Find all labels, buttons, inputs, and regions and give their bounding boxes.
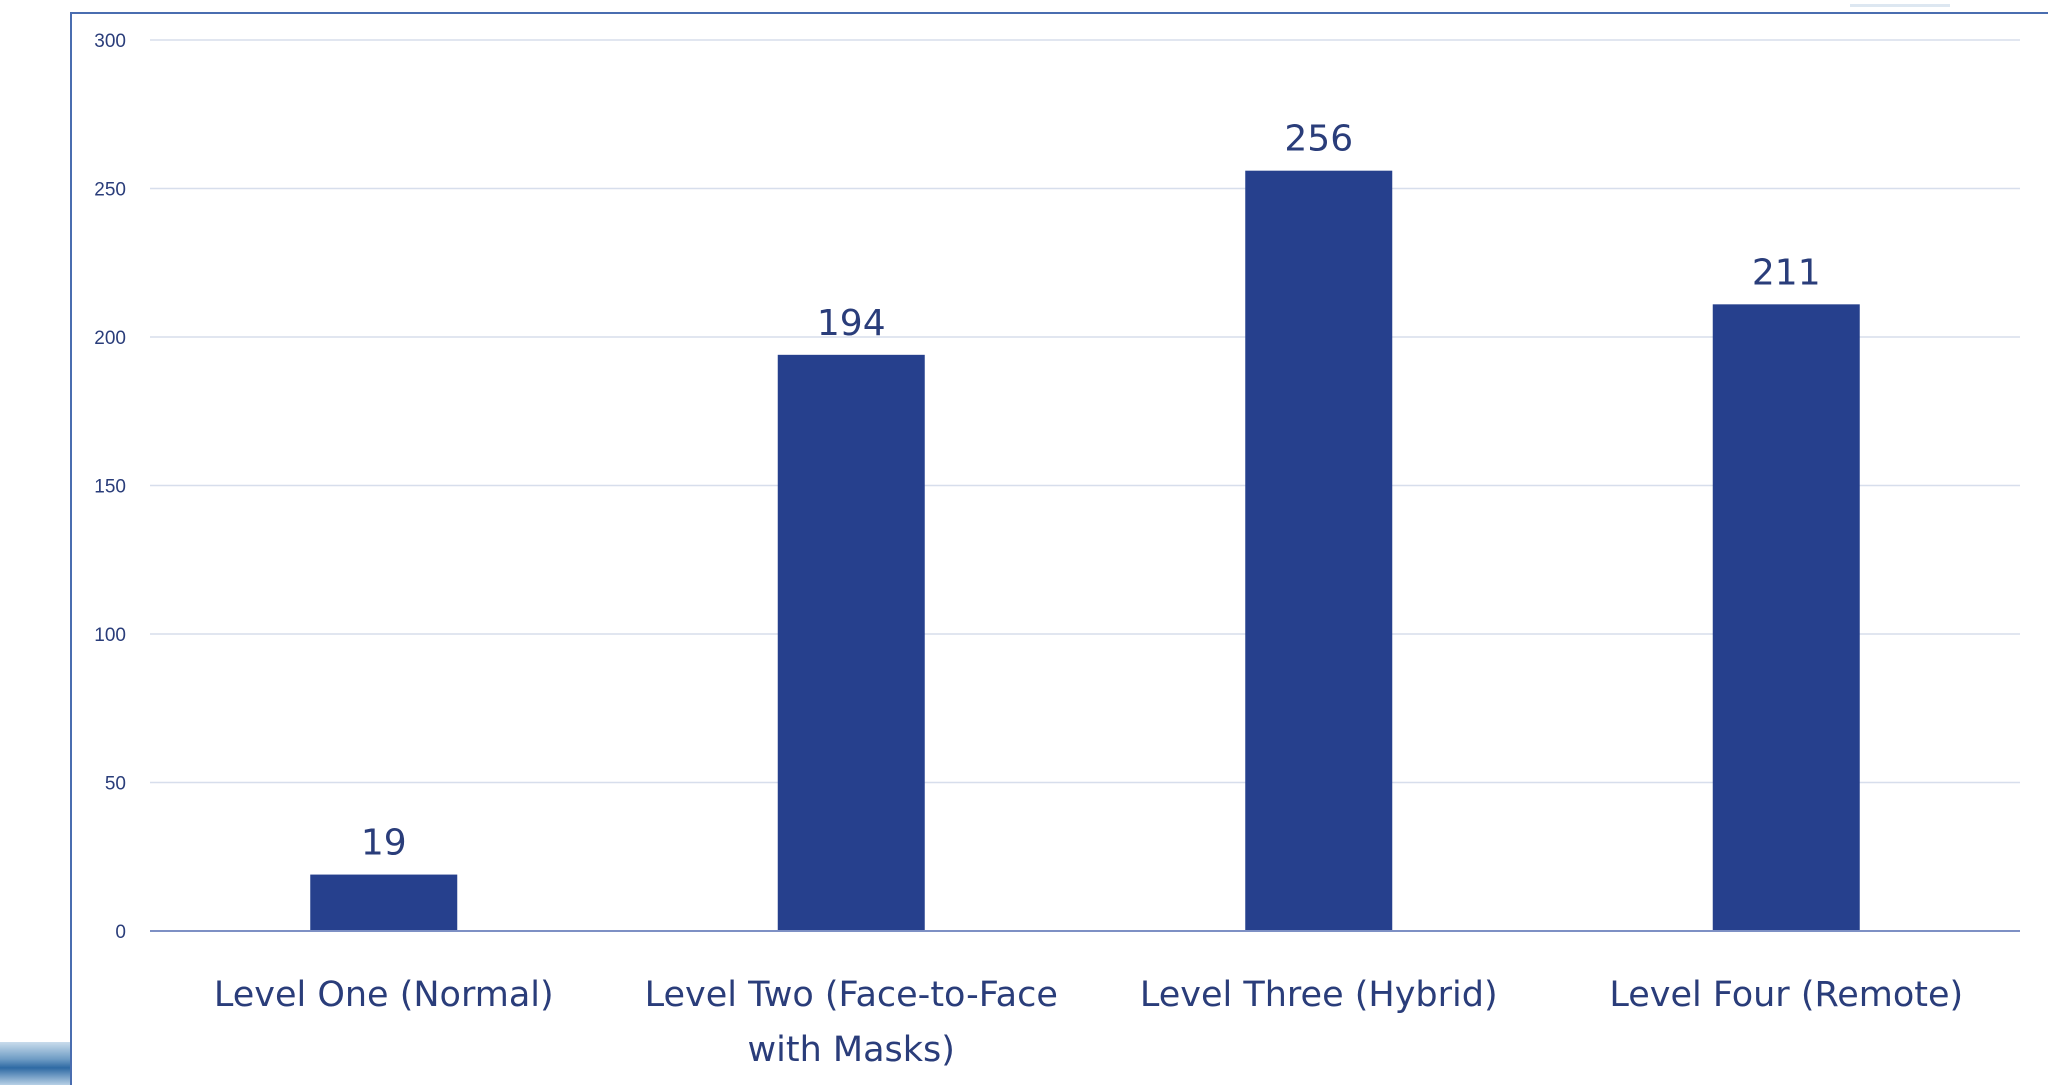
y-tick-label: 0 [115,922,126,943]
y-tick-label: 50 [105,774,126,795]
x-tick-label: Level Two (Face-to-Face [645,975,1058,1015]
y-tick-label: 300 [94,31,126,52]
category-labels: Level One (Normal) Level Two (Face-to-Fac… [214,975,1963,1070]
data-label: 194 [817,303,886,344]
y-tick-label: 250 [94,180,126,201]
bar [310,874,458,931]
bar [777,354,925,931]
data-label: 211 [1752,252,1821,293]
bar [1712,304,1860,932]
y-axis-ticks: 0 50 100 150 200 250 300 [94,31,126,943]
grid-lines [150,39,2020,784]
data-label: 256 [1284,119,1353,160]
x-tick-label: with Masks) [748,1030,955,1070]
x-tick-label: Level One (Normal) [214,975,554,1015]
bar [1245,170,1393,931]
y-tick-label: 200 [94,328,126,349]
data-labels: 19 194 256 211 [361,119,1821,864]
decorative-line [1850,4,1950,7]
decorative-wave-strip [0,1042,72,1085]
bars [310,170,1860,932]
data-label: 19 [361,823,407,864]
x-tick-label: Level Four (Remote) [1609,975,1963,1015]
y-tick-label: 150 [94,477,126,498]
x-tick-label: Level Three (Hybrid) [1140,975,1498,1015]
y-tick-label: 100 [94,625,126,646]
